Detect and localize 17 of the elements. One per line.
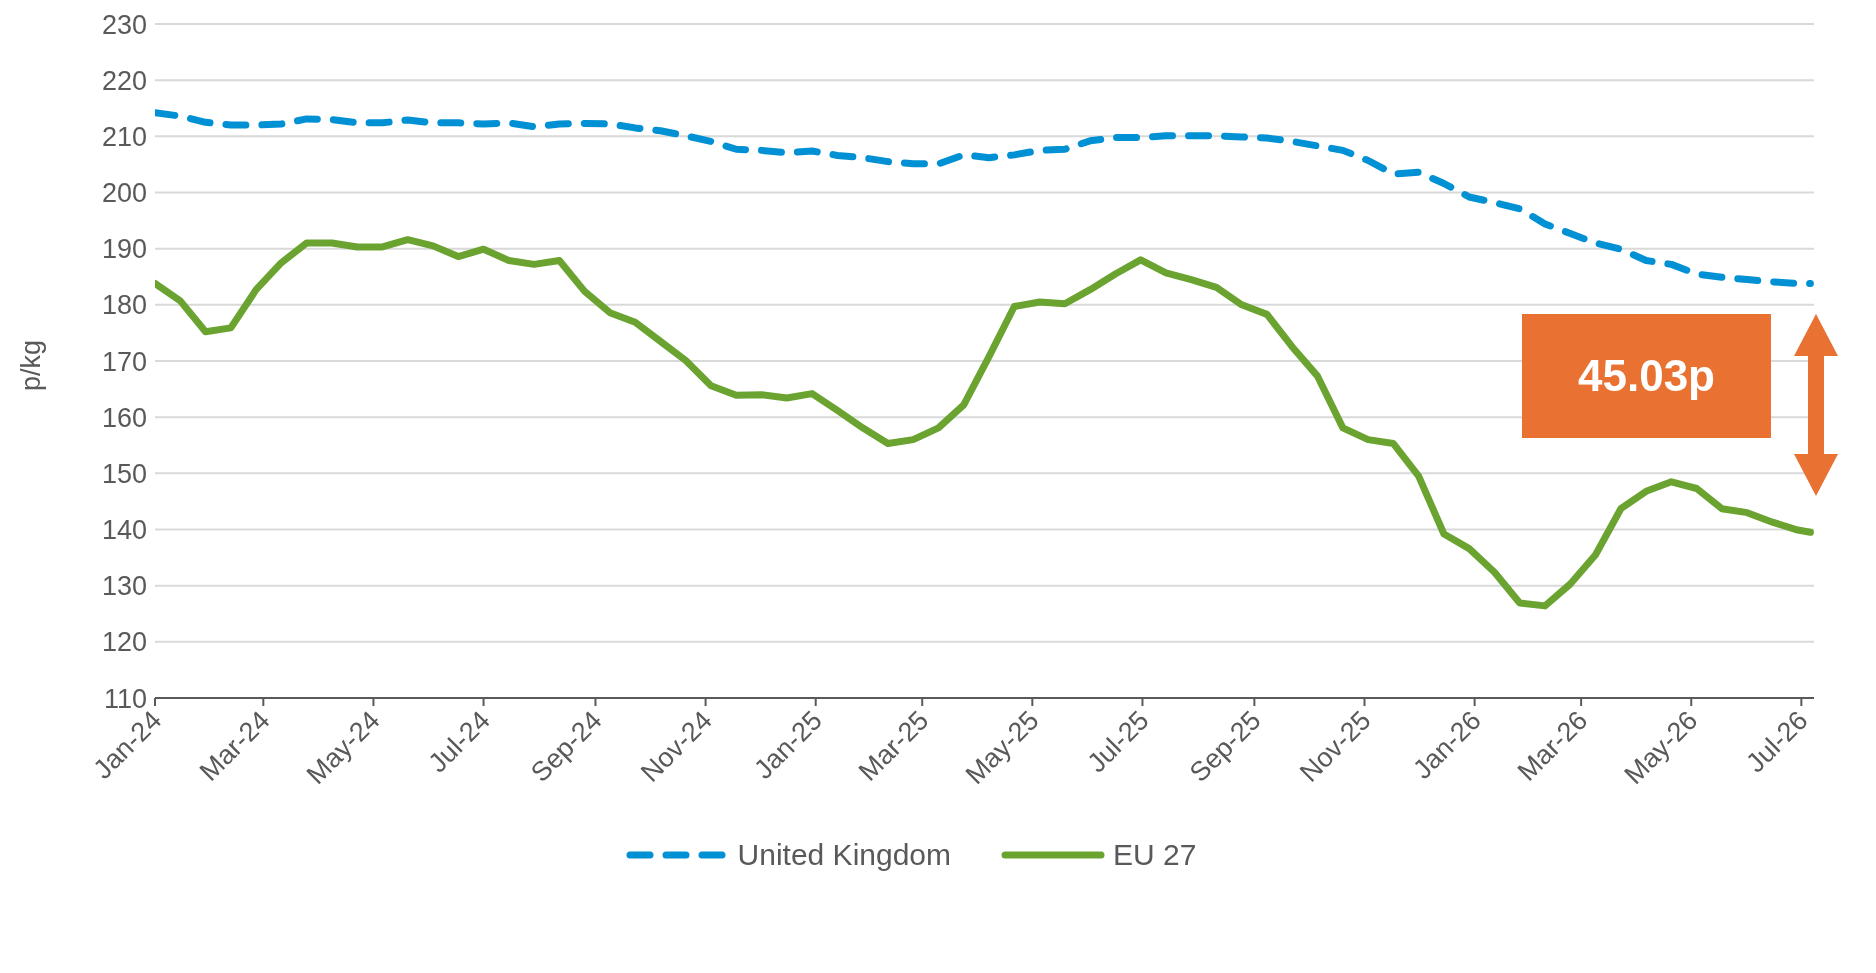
legend-label: EU 27 xyxy=(1113,838,1197,872)
y-tick-label: 140 xyxy=(101,515,147,546)
y-tick-label: 120 xyxy=(101,627,147,658)
y-tick-label: 230 xyxy=(101,9,147,40)
y-tick-label: 200 xyxy=(101,178,147,209)
y-tick-label: 170 xyxy=(101,346,147,377)
y-tick-label: 150 xyxy=(101,458,147,489)
y-tick-label: 220 xyxy=(101,65,147,96)
y-axis-title: p/kg xyxy=(15,339,46,391)
y-tick-label: 190 xyxy=(101,234,147,265)
y-tick-label: 130 xyxy=(101,571,147,602)
annotation: 45.03p xyxy=(1522,314,1771,438)
y-tick-label: 110 xyxy=(103,683,147,714)
y-tick-label: 210 xyxy=(101,121,147,152)
legend-label: United Kingdom xyxy=(737,838,952,872)
y-tick-label: 160 xyxy=(101,402,147,433)
y-tick-label: 180 xyxy=(101,290,147,321)
